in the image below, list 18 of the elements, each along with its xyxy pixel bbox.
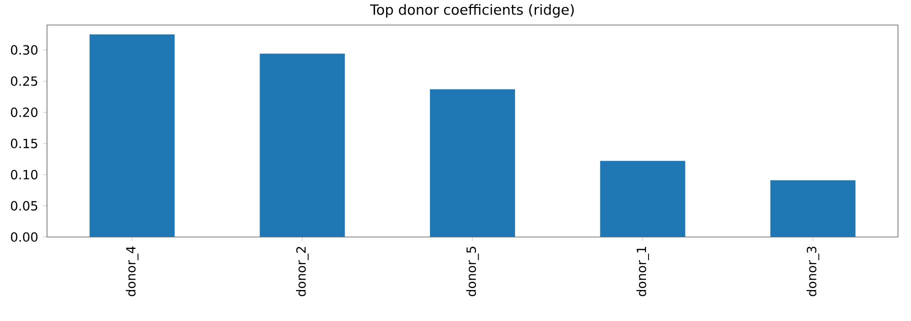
y-tick-label: 0.20 bbox=[10, 107, 38, 118]
x-tick-label: donor_2 bbox=[296, 246, 309, 296]
bar bbox=[430, 89, 516, 237]
bar bbox=[600, 160, 686, 237]
x-tick-label: donor_4 bbox=[126, 246, 138, 296]
bar bbox=[90, 34, 175, 237]
x-tick-label: donor_1 bbox=[636, 246, 649, 296]
x-tick-label: donor_3 bbox=[806, 246, 820, 296]
bar bbox=[260, 54, 345, 237]
chart-title: Top donor coefficients (ridge) bbox=[370, 4, 574, 18]
x-tick-label: donor_5 bbox=[466, 246, 479, 296]
y-tick-label: 0.25 bbox=[10, 76, 38, 86]
y-tick-label: 0.30 bbox=[10, 45, 38, 55]
y-tick-label: 0.00 bbox=[10, 232, 38, 242]
bar bbox=[770, 180, 856, 237]
y-tick-label: 0.10 bbox=[10, 170, 38, 180]
y-tick-label: 0.15 bbox=[10, 138, 38, 148]
y-tick-label: 0.05 bbox=[10, 201, 38, 211]
